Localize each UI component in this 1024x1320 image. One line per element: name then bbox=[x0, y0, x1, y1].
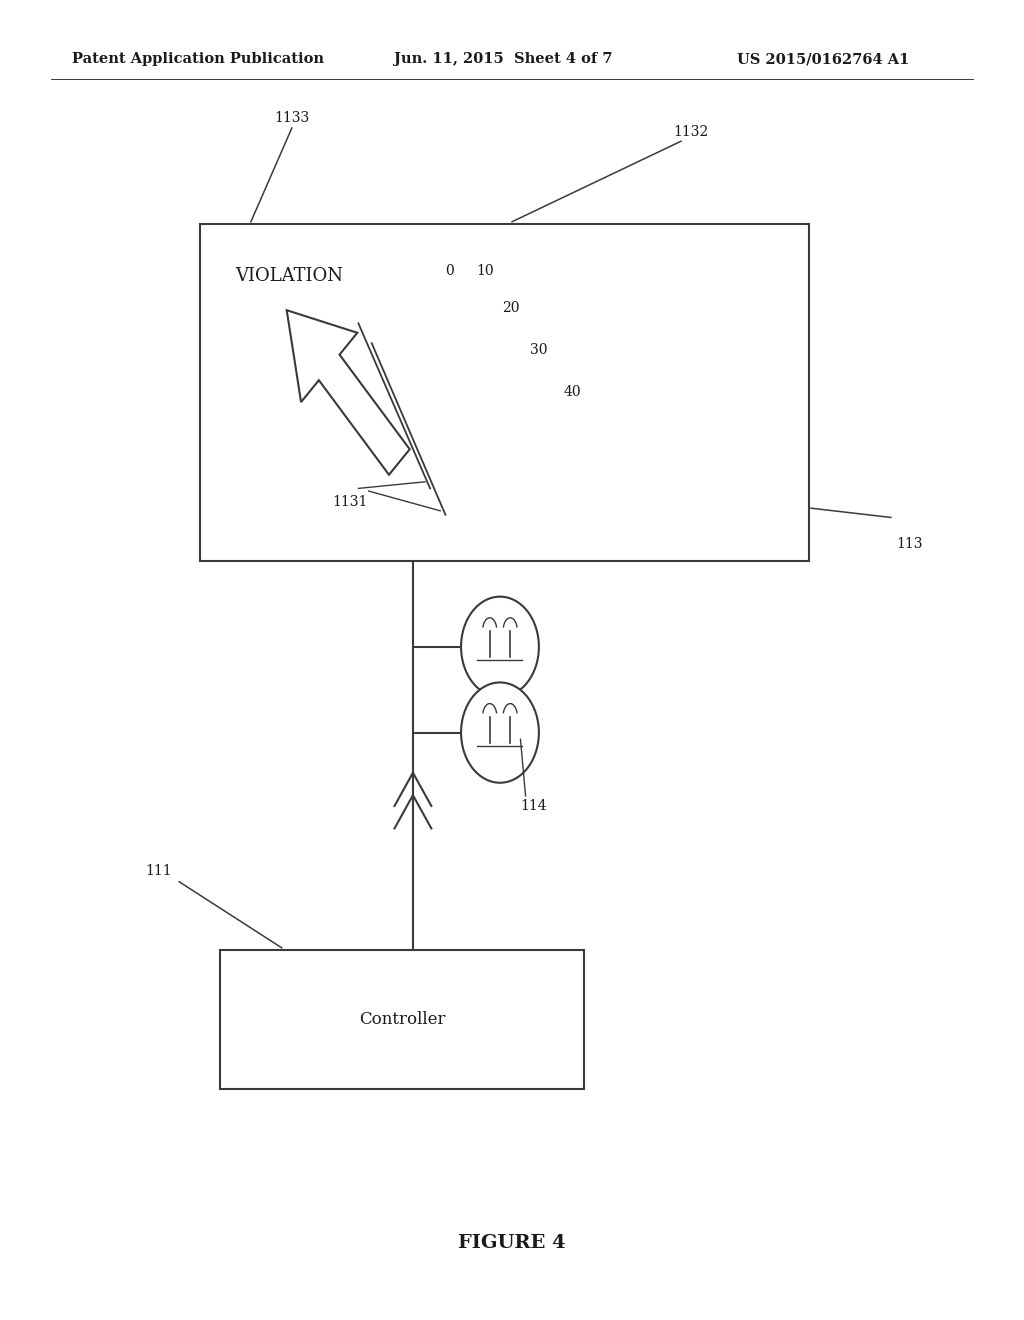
Text: 114: 114 bbox=[520, 799, 547, 813]
Text: US 2015/0162764 A1: US 2015/0162764 A1 bbox=[737, 53, 909, 66]
Circle shape bbox=[461, 597, 539, 697]
Text: 113: 113 bbox=[896, 537, 923, 552]
Text: 20: 20 bbox=[502, 301, 519, 315]
Polygon shape bbox=[287, 310, 410, 475]
Text: 10: 10 bbox=[476, 264, 494, 279]
Text: VIOLATION: VIOLATION bbox=[236, 267, 343, 285]
Text: 1131: 1131 bbox=[333, 495, 369, 510]
Text: 1132: 1132 bbox=[674, 124, 709, 139]
Text: 0: 0 bbox=[445, 264, 455, 279]
Bar bbox=[200, 224, 809, 561]
Circle shape bbox=[461, 682, 539, 783]
Text: 30: 30 bbox=[530, 343, 548, 358]
Bar bbox=[220, 950, 584, 1089]
Text: 111: 111 bbox=[145, 863, 172, 878]
Text: 40: 40 bbox=[563, 385, 581, 400]
Text: Jun. 11, 2015  Sheet 4 of 7: Jun. 11, 2015 Sheet 4 of 7 bbox=[394, 53, 612, 66]
Text: Patent Application Publication: Patent Application Publication bbox=[72, 53, 324, 66]
Text: Controller: Controller bbox=[358, 1011, 445, 1028]
Text: 1133: 1133 bbox=[274, 111, 309, 125]
Text: FIGURE 4: FIGURE 4 bbox=[458, 1234, 566, 1253]
